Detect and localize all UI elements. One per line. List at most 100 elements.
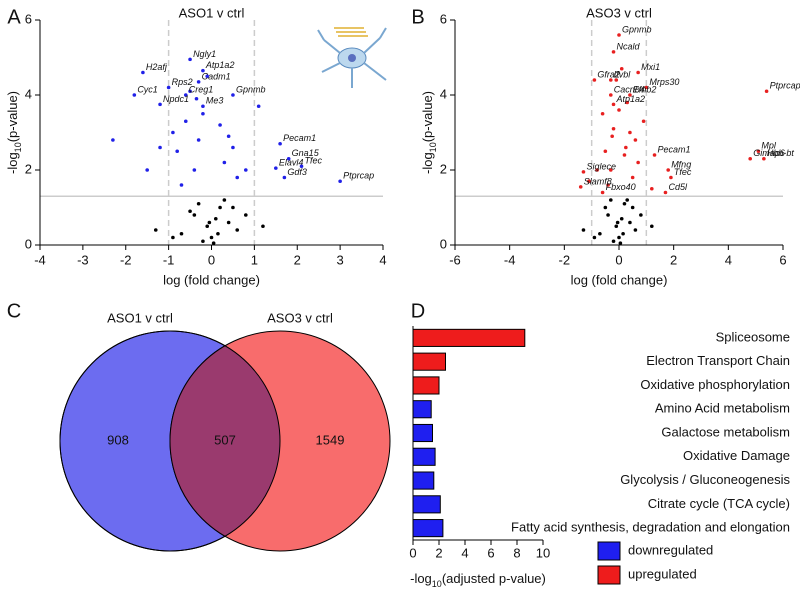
x-tick-label: -3 [77,252,89,267]
category-label: Oxidative phosphorylation [640,377,790,392]
gene-label: Cacnb4 [614,84,645,94]
category-label: Galactose metabolism [661,424,790,439]
set-label: ASO1 v ctrl [107,310,173,325]
x-tick-label: 4 [379,252,386,267]
point [205,224,210,229]
point [622,153,627,157]
x-tick-label: -2 [120,252,132,267]
point [153,228,158,232]
point [158,145,162,150]
annotated-point [609,78,613,82]
annotated-point [617,33,621,37]
gene-label: Gfra2 [597,69,620,79]
y-tick-label: 2 [25,161,32,176]
annotated-point [188,57,192,62]
point [639,213,643,217]
point [619,66,624,71]
gene-label: Rps2 [172,77,193,87]
panel-letter: D [411,300,425,322]
point [192,168,197,172]
annotated-point [578,185,583,189]
y-axis-label: -log10(p-value) [420,91,438,174]
category-label: Electron Transport Chain [646,353,790,368]
point [650,186,654,191]
x-tick-label: 4 [461,545,468,560]
point [207,220,212,225]
annotated-point [652,153,657,157]
panel-letter: A [7,6,21,28]
annotated-point [274,166,278,170]
gene-label: Hbb-bt [767,148,795,158]
annotated-point [764,89,769,94]
neuron-icon [317,27,387,88]
point [222,198,227,202]
y-tick-label: 0 [25,236,32,251]
point [256,104,261,109]
bar [412,352,446,371]
gene-label: Gpnmb [622,24,652,34]
annotated-point [644,85,649,90]
gene-label: Siglece [586,161,616,171]
bar [412,328,526,347]
y-axis-label: -log10(p-value) [5,91,23,174]
point [633,228,638,232]
gene-label: Npdc1 [163,94,189,104]
point [213,216,218,221]
point [628,220,632,225]
y-tick-label: 4 [25,86,32,101]
gene-label: Fbxo40 [606,182,636,192]
annotated-point [158,102,162,107]
annotated-point [628,93,632,97]
x-tick-label: 4 [725,252,732,267]
annotated-point [231,93,235,97]
point [603,149,608,154]
x-axis-label: -log10(adjusted p-value) [410,571,546,589]
annotated-point [299,164,304,169]
y-tick-label: 2 [440,161,447,176]
chart-title: ASO3 v ctrl [586,5,652,20]
gene-label: Gna15 [292,148,320,158]
y-tick-label: 0 [440,236,447,251]
x-tick-label: 1 [251,252,258,267]
category-label: Citrate cycle (TCA cycle) [648,496,790,511]
annotated-point [636,70,640,75]
point [625,100,629,105]
point [603,205,608,210]
point [209,235,214,240]
point [624,145,628,150]
annotated-point [183,93,188,97]
gene-label: Ngly1 [193,49,216,59]
point [183,119,188,124]
point [614,224,619,229]
y-tick-label: 6 [440,11,447,26]
point [628,130,632,135]
point [231,205,235,210]
gene-label: Creg1 [189,84,214,94]
point [111,138,115,142]
bar [412,471,435,490]
point [615,220,620,225]
x-axis-label: log (fold change) [571,272,668,287]
gene-label: Mfng [671,159,691,169]
annotated-point [669,175,673,180]
gene-label: Ncald [617,41,641,51]
gene-label: Ptprcap [343,171,374,181]
x-tick-label: 0 [615,252,622,267]
count-label: 1549 [316,432,345,447]
point [179,231,184,236]
gene-label: Pecam1 [658,144,691,154]
annotated-point [338,179,342,184]
x-axis-label-part: (adjusted p-value) [442,571,546,586]
point [592,235,597,240]
point [650,224,654,229]
gene-label: Cyc1 [137,84,158,94]
annotated-point [166,85,171,90]
annotated-point [592,78,597,82]
annotated-point [132,93,137,97]
legend-label: downregulated [628,542,713,557]
x-tick-label: 0 [409,545,416,560]
point [614,78,619,82]
y-axis-label-part: 10 [13,142,23,152]
point [171,130,175,135]
point [641,119,646,124]
